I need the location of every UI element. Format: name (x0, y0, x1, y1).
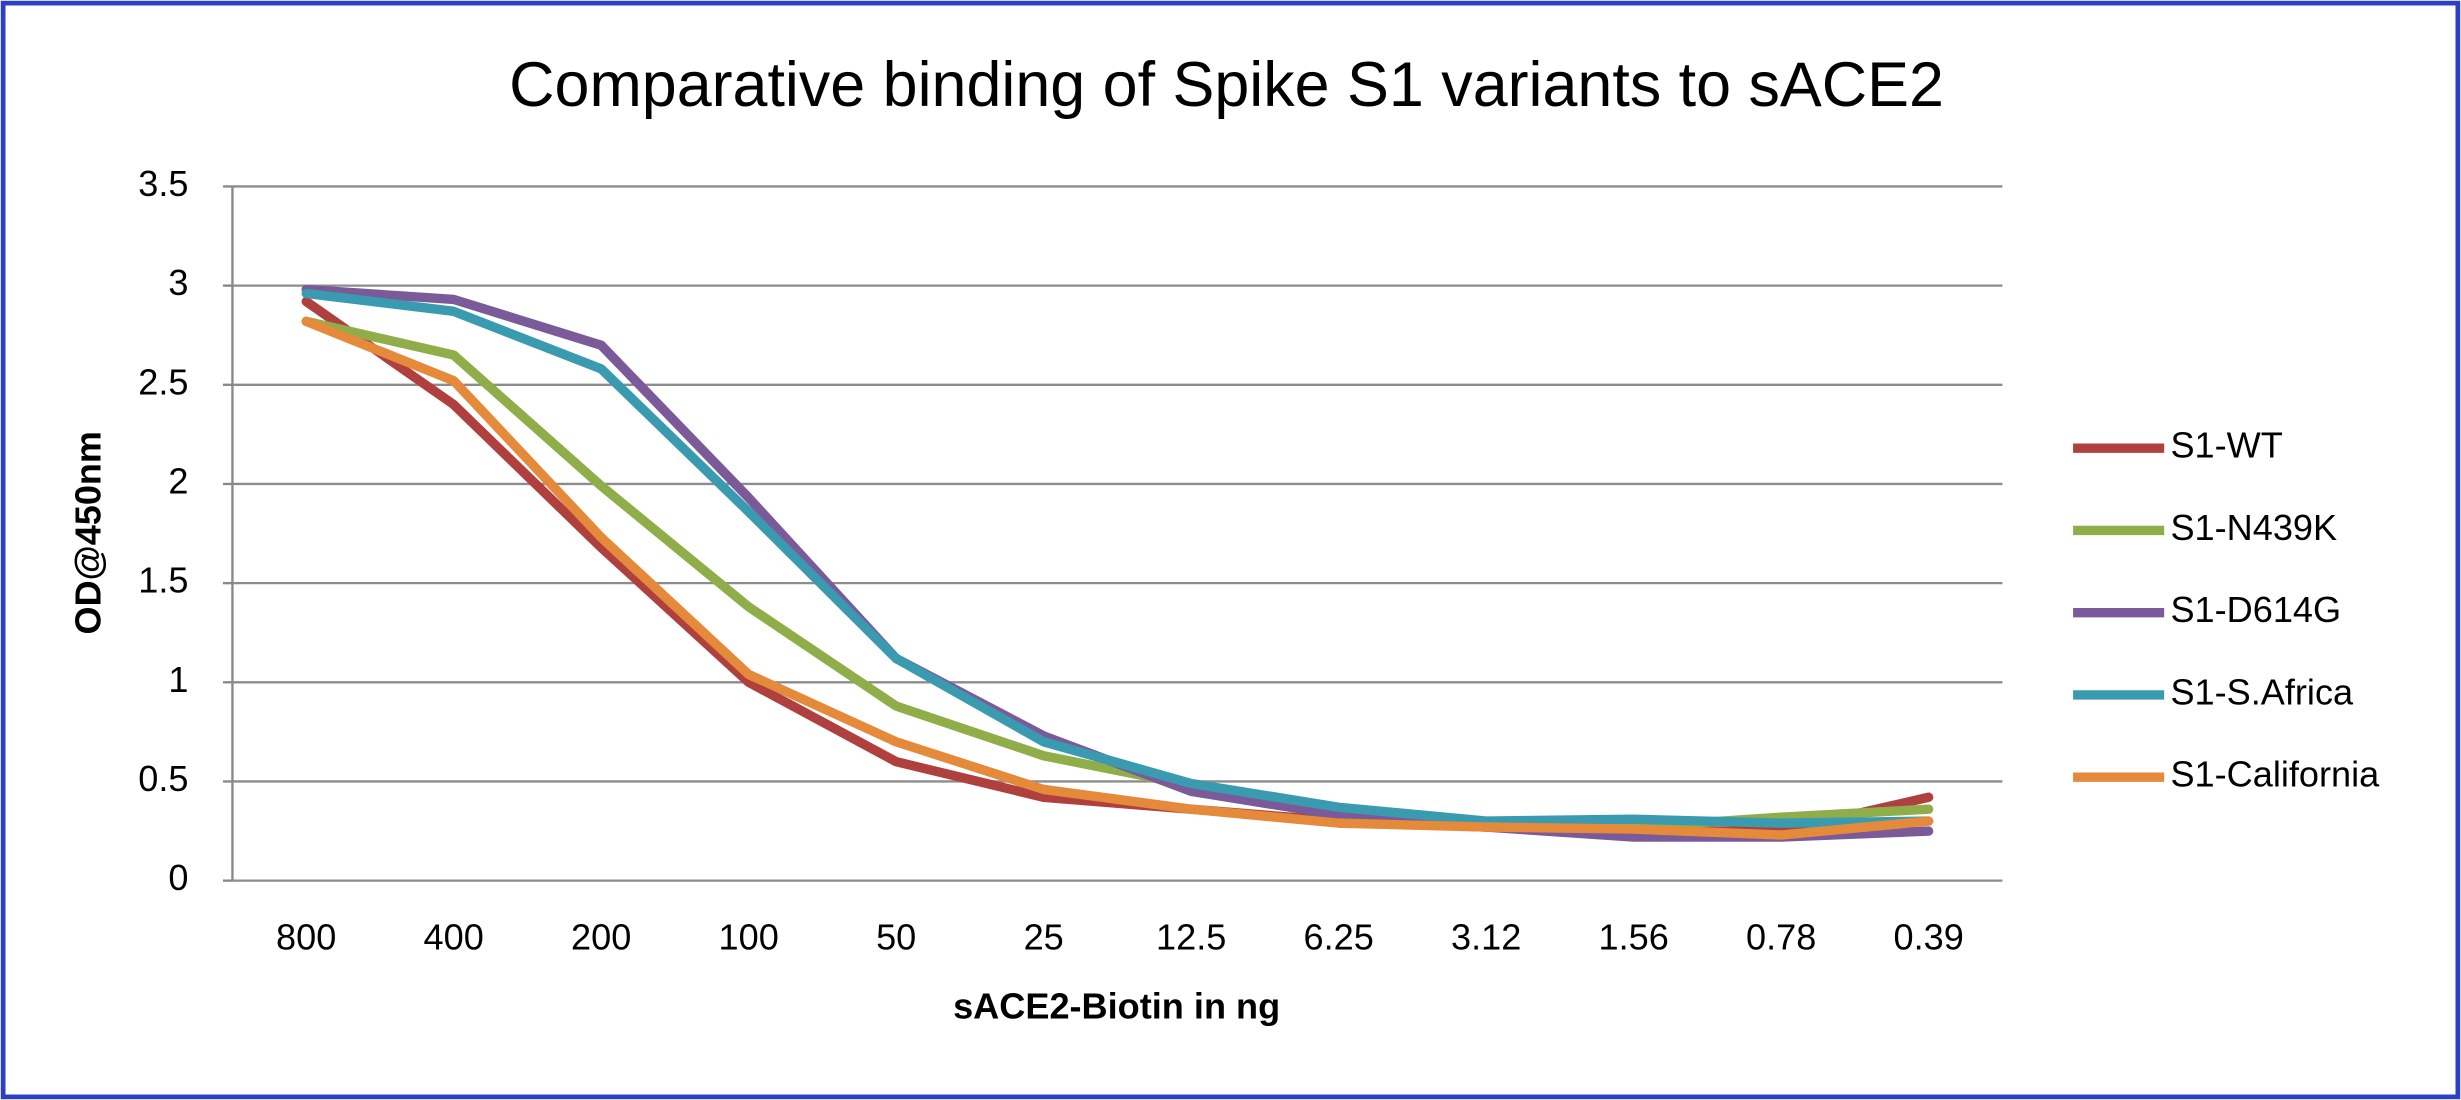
legend-label: S1-California (2170, 754, 2380, 795)
series-line (301, 288, 1934, 828)
legend-label: S1-S.Africa (2170, 672, 2354, 713)
series-line (301, 316, 1934, 840)
x-axis-label: sACE2-Biotin in ng (953, 986, 1280, 1027)
x-tick-label: 50 (876, 917, 916, 958)
legend-label: S1-WT (2170, 425, 2282, 466)
y-tick-label: 3.5 (138, 163, 188, 204)
legend-label: S1-N439K (2170, 507, 2337, 548)
x-tick-label: 800 (276, 917, 336, 958)
legend-label: S1-D614G (2170, 589, 2341, 630)
x-tick-label: 3.12 (1451, 917, 1521, 958)
y-tick-label: 1 (168, 659, 188, 700)
y-tick-label: 2.5 (138, 361, 188, 402)
x-tick-label: 400 (424, 917, 484, 958)
y-tick-label: 3 (168, 262, 188, 303)
y-tick-label: 2 (168, 461, 188, 502)
x-tick-label: 12.5 (1156, 917, 1226, 958)
chart-title: Comparative binding of Spike S1 variants… (509, 50, 1944, 120)
y-axis-label: OD@450nm (68, 431, 109, 634)
x-tick-label: 1.56 (1599, 917, 1669, 958)
x-tick-label: 0.39 (1894, 917, 1964, 958)
x-tick-label: 100 (719, 917, 779, 958)
x-tick-label: 6.25 (1304, 917, 1374, 958)
y-tick-label: 1.5 (138, 560, 188, 601)
x-tick-label: 0.78 (1746, 917, 1816, 958)
y-tick-label: 0 (168, 857, 188, 898)
y-tick-label: 0.5 (138, 758, 188, 799)
x-tick-label: 25 (1024, 917, 1064, 958)
x-tick-label: 200 (571, 917, 631, 958)
